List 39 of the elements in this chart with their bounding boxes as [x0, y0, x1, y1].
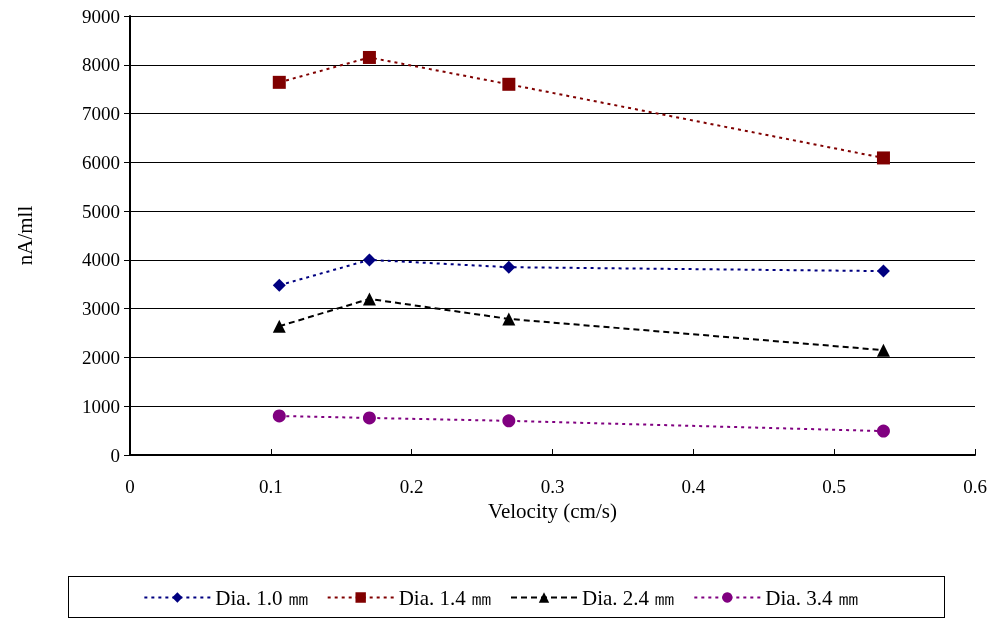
legend-label: Dia. 2.4 ㎜ [582, 585, 676, 610]
point [272, 319, 286, 333]
point [502, 260, 516, 274]
point [502, 414, 516, 428]
x-tick-label: 0 [125, 476, 135, 497]
point [876, 151, 890, 165]
point [876, 343, 890, 357]
point [272, 278, 286, 292]
x-tick-label: 0.2 [399, 476, 424, 497]
legend-label: Dia. 1.0 ㎜ [215, 585, 309, 610]
x-tick-label: 0.3 [540, 476, 565, 497]
y-tick-label: 6000 [82, 151, 120, 173]
point [502, 77, 516, 91]
x-tick-label: 0.1 [258, 476, 283, 497]
y-tick-label: 3000 [82, 298, 120, 320]
y-axis-title: nA/mll [12, 205, 37, 266]
legend-label: Dia. 3.4 ㎜ [765, 585, 859, 610]
x-tick-label: 0.6 [963, 476, 987, 497]
point [876, 424, 890, 438]
y-tick-label: 8000 [82, 54, 120, 76]
point [362, 253, 376, 267]
y-tick-label: 2000 [82, 346, 120, 368]
y-tick-label: 9000 [82, 5, 120, 27]
y-tick-label: 4000 [82, 249, 120, 271]
point [502, 312, 516, 326]
point [272, 409, 286, 423]
point [362, 292, 376, 306]
point [876, 264, 890, 278]
x-tick-label: 0.4 [681, 476, 706, 497]
point [362, 411, 376, 425]
x-axis-title: Velocity (cm/s) [488, 499, 617, 524]
y-tick-label: 1000 [82, 395, 120, 417]
y-tick-label: 0 [110, 444, 120, 466]
point [362, 50, 376, 64]
x-tick-label: 0.5 [822, 476, 847, 497]
point [272, 75, 286, 89]
y-tick-label: 7000 [82, 103, 120, 125]
legend-label: Dia. 1.4 ㎜ [398, 585, 493, 610]
y-tick-label: 5000 [82, 200, 120, 222]
